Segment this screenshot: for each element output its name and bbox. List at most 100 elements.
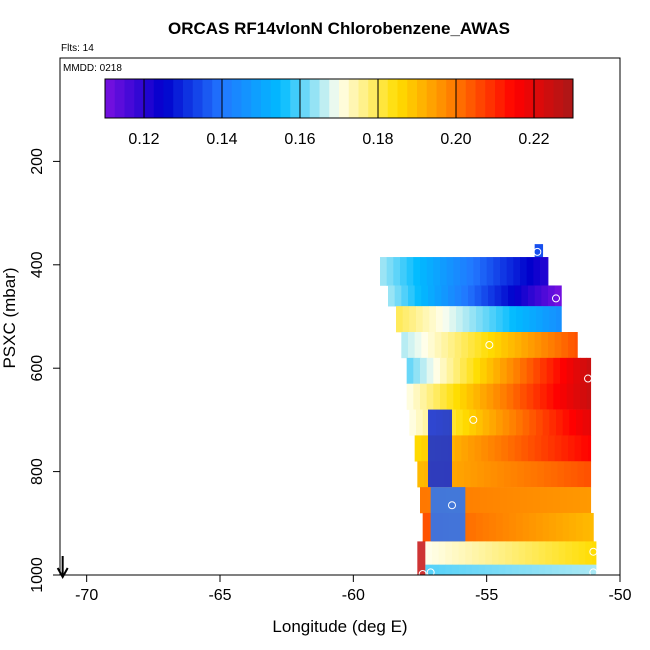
heatmap-cell (518, 564, 526, 576)
colorbar-segment (446, 79, 457, 118)
heatmap-cell (513, 487, 521, 514)
heatmap-cell (414, 435, 422, 462)
heatmap-cell (580, 357, 588, 385)
heatmap-cell (442, 306, 450, 333)
heatmap-cell (521, 435, 529, 462)
heatmap-cell (546, 257, 549, 286)
heatmap-cell (488, 285, 496, 307)
heatmap-cell (584, 461, 592, 488)
heatmap-cell (501, 435, 509, 462)
heatmap-cell (520, 487, 528, 514)
heatmap-cell (508, 285, 516, 307)
heatmap-cell (493, 357, 501, 385)
heatmap-cell (541, 285, 549, 307)
colorbar-segment (329, 79, 340, 118)
heatmap-cell (489, 409, 497, 436)
heatmap-cell (466, 257, 474, 286)
heatmap-cell (432, 541, 440, 565)
heatmap-cell (416, 409, 424, 436)
heatmap-cell (486, 257, 494, 286)
heatmap-cell (425, 541, 433, 565)
colorbar-tick-label: 0.16 (284, 131, 315, 148)
heatmap-cell (394, 285, 402, 307)
colorbar-segment (202, 79, 213, 118)
heatmap-cell (520, 383, 528, 410)
plot-frame (59, 57, 621, 576)
heatmap-cell (446, 357, 454, 385)
heatmap-cell (466, 383, 474, 410)
heatmap-cell (544, 461, 552, 488)
heatmap-cell (433, 383, 441, 410)
heatmap-cell (513, 383, 521, 410)
heatmap-cell (513, 257, 521, 286)
colorbar-segment (426, 79, 437, 118)
heatmap-cell (490, 461, 498, 488)
heatmap-cell (473, 487, 481, 514)
colorbar-segment (407, 79, 418, 118)
heatmap-cell (480, 383, 488, 410)
heatmap-cell (592, 541, 597, 565)
heatmap-cell (581, 435, 589, 462)
x-tick-label: -55 (475, 587, 498, 604)
heatmap-cell (573, 487, 581, 514)
heatmap-cell (536, 512, 544, 542)
colorbar-segment (563, 79, 574, 118)
heatmap-cell (520, 257, 528, 286)
heatmap-cell (458, 564, 466, 576)
heatmap-cell (456, 306, 464, 333)
heatmap-cell (465, 564, 473, 576)
heatmap-cell (408, 285, 416, 307)
heatmap-cell (401, 285, 409, 307)
heatmap-cell (510, 461, 518, 488)
y-tick-label: 800 (29, 458, 46, 485)
heatmap-cell (468, 332, 476, 359)
heatmap-cell (530, 461, 538, 488)
heatmap-cell (456, 409, 464, 436)
heatmap-cell (514, 332, 522, 359)
heatmap-cell (480, 257, 488, 286)
colorbar-segment (397, 79, 408, 118)
heatmap-cell (536, 306, 544, 333)
heatmap-cell (540, 487, 548, 514)
heatmap-cell (554, 332, 562, 359)
mmdd-label: MMDD: 0218 (63, 63, 122, 74)
heatmap-cell (505, 564, 513, 576)
heatmap-cell (589, 409, 592, 436)
heatmap-cell (468, 285, 476, 307)
heatmap-cell (493, 383, 501, 410)
heatmap-cell (420, 357, 428, 385)
heatmap-cell (473, 357, 481, 385)
heatmap-cell (417, 461, 425, 488)
heatmap-cell (393, 257, 401, 286)
heatmap-cell (498, 541, 506, 565)
colorbar-segment (378, 79, 389, 118)
heatmap-cell (577, 461, 585, 488)
heatmap-cell (569, 409, 577, 436)
colorbar-tick-label: 0.14 (206, 131, 237, 148)
heatmap-cell (485, 564, 493, 576)
colorbar-segment (251, 79, 262, 118)
colorbar-segment (436, 79, 447, 118)
heatmap-cell (542, 512, 550, 542)
heatmap-cell (582, 512, 590, 542)
heatmap-cell (428, 285, 436, 307)
colorbar-segment (163, 79, 174, 118)
heatmap-cell (522, 306, 530, 333)
heatmap-cell (513, 357, 521, 385)
heatmap-cell (452, 541, 460, 565)
colorbar-tick-label: 0.20 (440, 131, 471, 148)
heatmap-cell (548, 332, 556, 359)
heatmap-cell (512, 564, 520, 576)
heatmap-cell (533, 257, 541, 286)
colorbar-segment (387, 79, 398, 118)
heatmap-cell (429, 306, 437, 333)
heatmap-cell (492, 564, 500, 576)
colorbar-segment (192, 79, 203, 118)
heatmap-cell (506, 487, 514, 514)
heatmap-cell (462, 306, 470, 333)
sample-point (552, 294, 560, 303)
heatmap-cell (461, 435, 469, 462)
heatmap-cell (494, 435, 502, 462)
heatmap-cell (422, 306, 430, 333)
colorbar-segment (485, 79, 496, 118)
